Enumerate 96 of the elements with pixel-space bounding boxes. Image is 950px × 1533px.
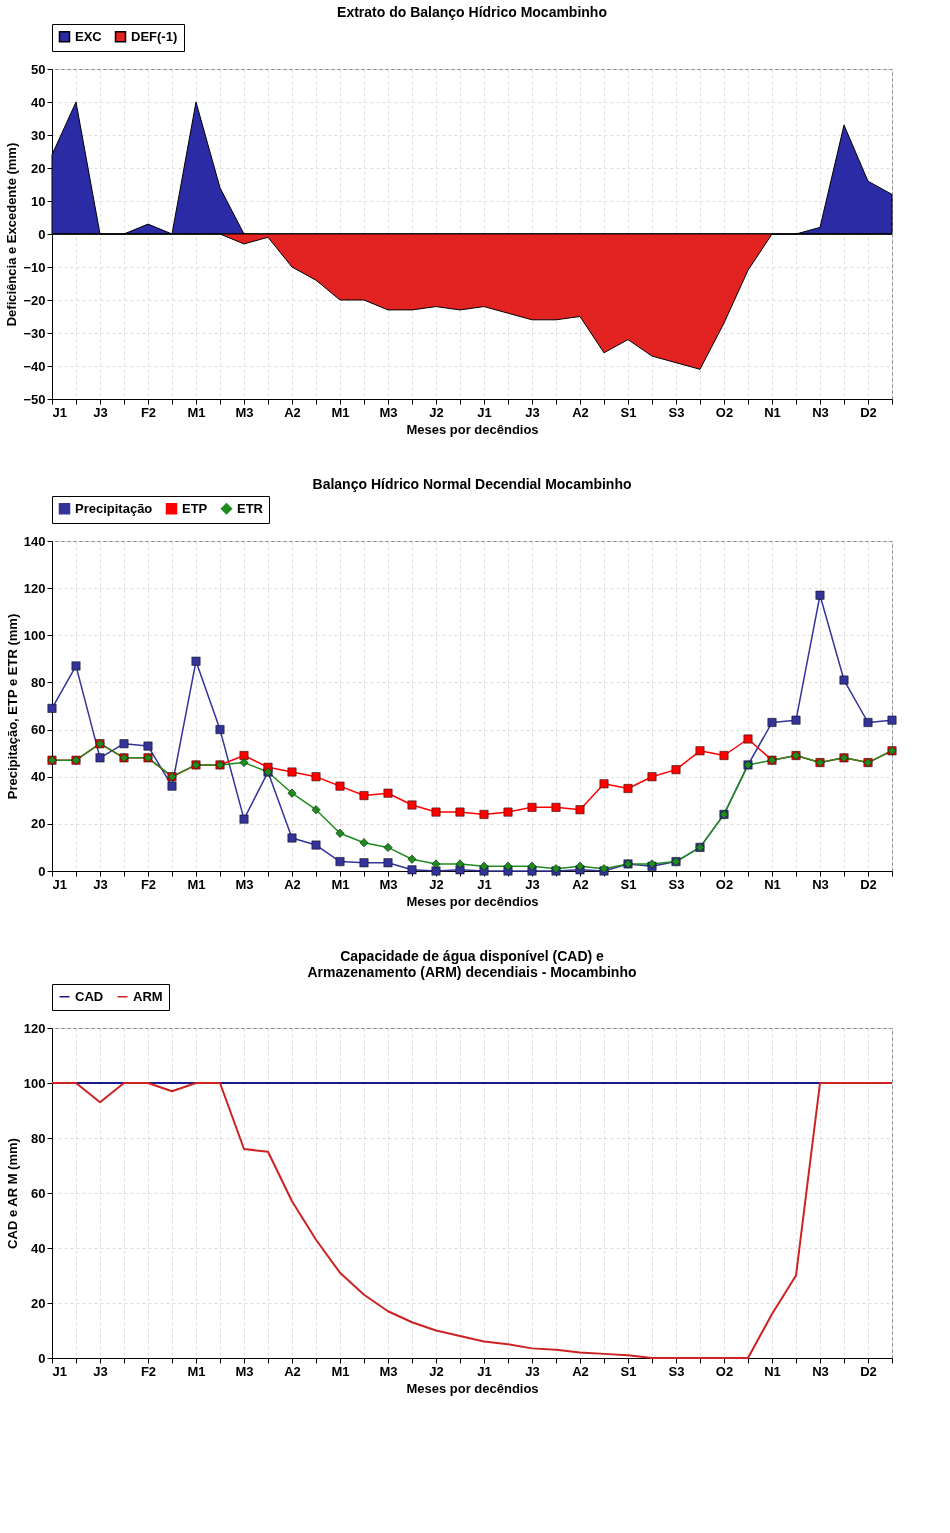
y-tick-label: 20 [31,816,46,832]
x-tick-label: F2 [140,1363,157,1379]
y-tick-label: 80 [31,1130,46,1146]
x-tick-label: S3 [668,1363,685,1379]
x-tick-label: F2 [140,404,157,420]
y-tick-label: 50 [31,61,46,77]
y-tick-label: 30 [31,127,46,143]
x-tick-label: M3 [235,1363,254,1379]
y-tick-label: 120 [23,1020,46,1036]
x-tick-label: A2 [284,876,301,892]
y-tick-label: 20 [31,160,46,176]
x-tick-label: J1 [52,1363,67,1379]
y-axis-title: CAD e AR M (mm) [4,1138,20,1249]
x-tick-label: J1 [477,876,492,892]
x-tick-label: N1 [764,876,781,892]
x-tick-label: M1 [331,1363,350,1379]
y-tick-label: 10 [31,193,46,209]
x-tick-label: J1 [52,404,67,420]
x-axis-title: Meses por decêndios [406,1380,539,1396]
x-tick-label: S3 [668,876,685,892]
x-tick-label: A2 [572,876,589,892]
x-tick-label: F2 [140,876,157,892]
chart-title: Capacidade de água disponível (CAD) e Armazenamento (ARM) decendiais - Mocambinho [307,947,637,980]
y-axis-title: Deficiência e Excedente (mm) [4,142,20,327]
chart-title: Extrato do Balanço Hídrico Mocambinho [337,3,607,20]
legend-label: ETR [237,500,264,516]
x-tick-label: J1 [477,1363,492,1379]
y-tick-label: −30 [23,325,46,341]
y-tick-label: 100 [23,627,46,643]
legend-label: ARM [133,988,163,1004]
x-tick-label: J3 [93,1363,108,1379]
x-tick-label: M3 [235,404,254,420]
x-tick-label: M1 [331,876,350,892]
x-axis-title: Meses por decêndios [406,893,539,909]
y-tick-label: −20 [23,292,46,308]
x-tick-label: O2 [715,404,734,420]
x-tick-label: S1 [620,1363,637,1379]
x-tick-label: M1 [187,404,206,420]
y-tick-label: 60 [31,722,46,738]
x-tick-label: N1 [764,1363,781,1379]
x-tick-label: A2 [572,404,589,420]
x-tick-label: M3 [379,1363,398,1379]
y-tick-label: −10 [23,259,46,275]
x-tick-label: M1 [331,404,350,420]
legend-label: Precipitação [75,500,153,516]
x-tick-label: M1 [187,876,206,892]
legend-label: DEF(-1) [131,28,178,44]
y-tick-label: 0 [38,1350,46,1366]
x-tick-label: D2 [860,404,877,420]
y-tick-label: 120 [23,580,46,596]
x-tick-label: O2 [715,876,734,892]
x-tick-label: M3 [379,876,398,892]
y-tick-label: 40 [31,769,46,785]
x-axis-title: Meses por decêndios [406,421,539,437]
x-tick-label: S1 [620,876,637,892]
legend-label: EXC [75,28,103,44]
y-tick-label: 20 [31,1295,46,1311]
y-tick-label: 0 [38,863,46,879]
x-tick-label: J1 [52,876,67,892]
x-tick-label: N3 [812,404,829,420]
x-tick-label: N3 [812,876,829,892]
x-tick-label: J3 [525,1363,540,1379]
x-tick-label: J2 [429,404,444,420]
legend-label: ETP [182,500,208,516]
y-axis-title: Precipitação, ETP e ETR (mm) [4,613,20,800]
x-tick-label: A2 [572,1363,589,1379]
x-tick-label: A2 [284,1363,301,1379]
x-tick-label: N1 [764,404,781,420]
x-tick-label: J3 [525,876,540,892]
y-tick-label: −50 [23,391,46,407]
x-tick-label: N3 [812,1363,829,1379]
chart-title: Balanço Hídrico Normal Decendial Mocambinho [312,475,632,492]
x-tick-label: J3 [93,404,108,420]
y-tick-label: 40 [31,94,46,110]
y-tick-label: 100 [23,1075,46,1091]
x-tick-label: J3 [525,404,540,420]
x-tick-label: D2 [860,876,877,892]
x-tick-label: S3 [668,404,685,420]
x-tick-label: M3 [235,876,254,892]
y-tick-label: 40 [31,1240,46,1256]
y-tick-label: −40 [23,358,46,374]
x-tick-label: J2 [429,876,444,892]
x-tick-label: O2 [715,1363,734,1379]
x-tick-label: J2 [429,1363,444,1379]
x-tick-label: J3 [93,876,108,892]
y-tick-label: 80 [31,674,46,690]
y-tick-label: 0 [38,226,46,242]
x-tick-label: D2 [860,1363,877,1379]
x-tick-label: J1 [477,404,492,420]
x-tick-label: A2 [284,404,301,420]
x-tick-label: M1 [187,1363,206,1379]
y-tick-label: 140 [23,533,46,549]
x-tick-label: S1 [620,404,637,420]
x-tick-label: M3 [379,404,398,420]
legend-label: CAD [75,988,104,1004]
y-tick-label: 60 [31,1185,46,1201]
